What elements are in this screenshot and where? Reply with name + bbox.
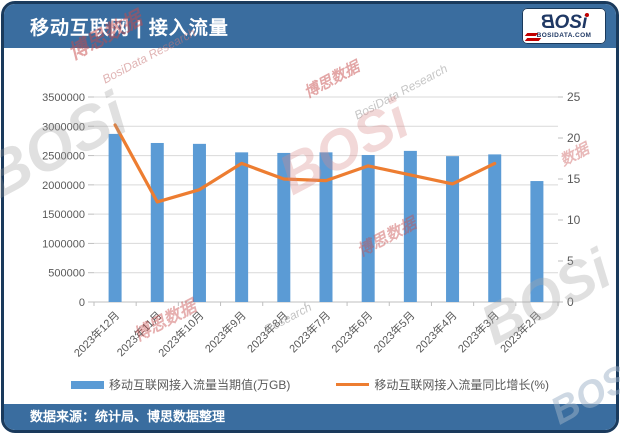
y-axis-label-right: 10 [567, 213, 581, 227]
legend-item-bar-series: 移动互联网接入流量当期值(万GB) [70, 376, 291, 393]
bar-series-label: 移动互联网接入流量当期值(万GB) [108, 378, 291, 392]
data-source-text: 数据来源：统计局、博思数据整理 [30, 409, 226, 424]
line-series-label: 移动互联网接入流量同比增长(%) [374, 378, 549, 392]
y-axis-label-left: 500000 [48, 268, 85, 280]
y-axis-label-left: 0 [79, 297, 85, 309]
y-axis-label-left: 3500000 [42, 92, 85, 104]
bar [403, 150, 417, 302]
bar [277, 152, 291, 302]
page-title: 移动互联网 | 接入流量 [30, 17, 229, 39]
legend-item-line-series: 移动互联网接入流量同比增长(%) [336, 376, 549, 393]
bar [530, 181, 544, 302]
bar [446, 156, 460, 302]
header-bar: 移动互联网 | 接入流量 BOSi BOSIDATA.COM [4, 4, 616, 48]
y-axis-label-right: 0 [567, 295, 574, 309]
bar-series-swatch-icon [70, 380, 104, 389]
logo-domain-text: BOSIDATA.COM [536, 31, 592, 39]
bar [319, 152, 333, 302]
y-axis-label-right: 20 [567, 131, 581, 145]
bar [235, 152, 249, 302]
chart-legend: 移动互联网接入流量当期值(万GB) 移动互联网接入流量同比增长(%) [4, 376, 616, 393]
x-axis-label: 2023年3月 [455, 308, 502, 355]
trend-line [113, 123, 497, 204]
logo-dot-icon [585, 13, 589, 17]
x-axis-label: 2023年4月 [413, 308, 460, 355]
bar [361, 154, 375, 302]
footer-bar: 数据来源：统计局、博思数据整理 [4, 404, 616, 430]
x-axis-label: 2023年5月 [370, 308, 417, 355]
x-axis-label: 2023年12月 [71, 308, 122, 359]
y-axis-label-left: 3000000 [42, 121, 85, 133]
line-series-swatch-icon [336, 383, 370, 386]
bar [192, 143, 206, 302]
logo-stripe-icon [524, 38, 542, 41]
x-axis-label: 2023年7月 [286, 308, 333, 355]
bar [150, 142, 164, 302]
y-axis-label-right: 25 [567, 90, 581, 104]
x-axis-label: 2023年2月 [497, 308, 544, 355]
x-axis-label: 2023年8月 [244, 308, 291, 355]
y-axis-label-left: 2500000 [42, 151, 85, 163]
bar [488, 154, 502, 302]
x-axis-label: 2023年10月 [155, 308, 206, 359]
y-axis-label-right: 5 [567, 254, 574, 268]
y-axis-label-left: 2000000 [42, 180, 85, 192]
bosi-logo: BOSi BOSIDATA.COM [522, 8, 606, 44]
x-axis-label: 2023年6月 [328, 308, 375, 355]
bar [108, 133, 122, 302]
y-axis-label-right: 15 [567, 172, 581, 186]
y-axis-label-left: 1000000 [42, 238, 85, 250]
x-axis-label: 2023年9月 [202, 308, 249, 355]
bosi-logo-text: BOSi [540, 11, 588, 33]
combo-chart: 0 500000 1000000 1500000 2000000 2500000 30000… [42, 90, 581, 360]
y-axis-label-left: 1500000 [42, 209, 85, 221]
